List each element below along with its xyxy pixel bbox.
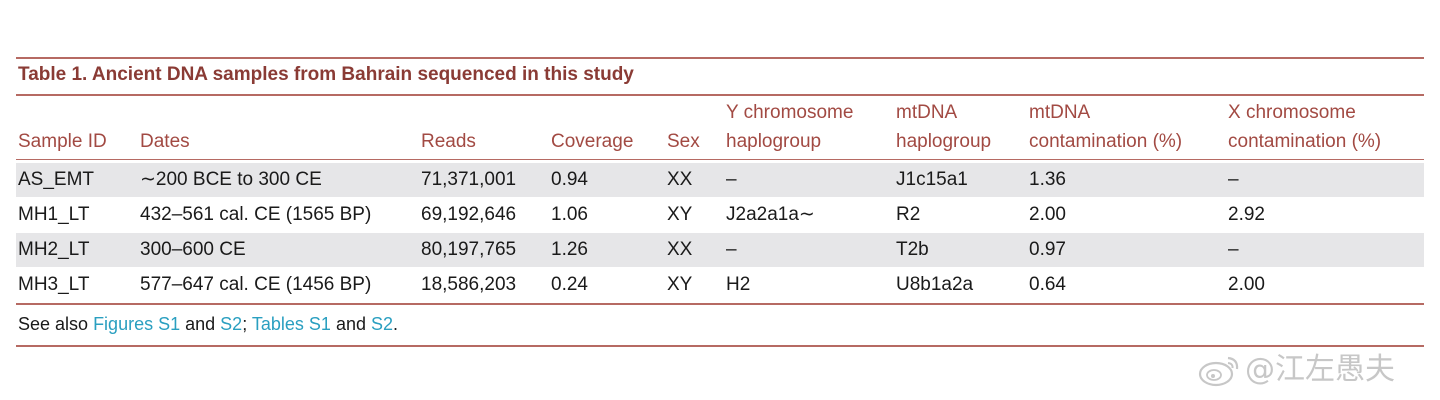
cell-mt-contamination: 1.36 <box>1029 169 1066 190</box>
cell-reads: 71,371,001 <box>421 169 517 190</box>
table-footnote: See also Figures S1 and S2; Tables S1 an… <box>18 312 398 336</box>
footnote-and-1: and <box>180 314 221 334</box>
cell-reads: 18,586,203 <box>421 274 517 295</box>
table-row: AS_EMT ∼200 BCE to 300 CE 71,371,001 0.9… <box>16 163 1424 197</box>
cell-y-haplogroup: – <box>726 239 737 260</box>
cell-sample-id: MH2_LT <box>18 239 90 260</box>
link-figures-s1[interactable]: Figures S1 <box>93 314 181 334</box>
cell-mt-haplogroup: U8b1a2a <box>896 274 974 295</box>
header-x-contamination-line1: X chromosome <box>1228 102 1356 123</box>
header-y-haplogroup-line1: Y chromosome <box>726 102 854 123</box>
cell-mt-contamination: 0.97 <box>1029 239 1066 260</box>
table-top-rule <box>16 57 1424 59</box>
footnote-separator: ; <box>242 314 252 334</box>
cell-sample-id: AS_EMT <box>18 169 95 190</box>
cell-sex: XX <box>667 169 693 190</box>
weibo-logo-icon <box>1198 356 1239 387</box>
cell-mt-haplogroup: R2 <box>896 204 921 225</box>
table-row: MH2_LT 300–600 CE 80,197,765 1.26 XX – T… <box>16 233 1424 267</box>
cell-dates: 300–600 CE <box>140 239 246 260</box>
watermark-text: @江左愚夫 <box>1245 352 1395 387</box>
cell-coverage: 0.24 <box>551 274 588 295</box>
header-mt-contamination-line2: contamination (%) <box>1029 131 1183 152</box>
cell-dates: ∼200 BCE to 300 CE <box>140 169 322 190</box>
footnote-end: . <box>393 314 399 334</box>
header-coverage: Coverage <box>551 131 634 152</box>
table-bottom-rule <box>16 345 1424 347</box>
cell-reads: 69,192,646 <box>421 204 517 225</box>
header-sex: Sex <box>667 131 700 152</box>
cell-mt-contamination: 2.00 <box>1029 204 1066 225</box>
cell-x-contamination: 2.00 <box>1228 274 1265 295</box>
cell-dates: 577–647 cal. CE (1456 BP) <box>140 274 372 295</box>
cell-reads: 80,197,765 <box>421 239 517 260</box>
header-mt-haplogroup-line2: haplogroup <box>896 131 992 152</box>
cell-sex: XY <box>667 204 693 225</box>
cell-sample-id: MH1_LT <box>18 204 90 225</box>
link-figure-s2[interactable]: S2 <box>220 314 243 334</box>
header-mt-contamination-line1: mtDNA <box>1029 102 1091 123</box>
table-title-rule <box>16 94 1424 96</box>
footnote-prefix: See also <box>18 314 94 334</box>
header-sample-id: Sample ID <box>18 131 107 152</box>
cell-coverage: 1.26 <box>551 239 588 260</box>
link-table-s2[interactable]: S2 <box>370 314 394 334</box>
table-header-rule <box>16 159 1424 160</box>
cell-x-contamination: – <box>1228 169 1239 190</box>
cell-y-haplogroup: – <box>726 169 737 190</box>
cell-y-haplogroup: H2 <box>726 274 751 295</box>
header-y-haplogroup-line2: haplogroup <box>726 131 822 152</box>
cell-x-contamination: – <box>1228 239 1239 260</box>
header-x-contamination-line2: contamination (%) <box>1228 131 1382 152</box>
table-row: MH3_LT 577–647 cal. CE (1456 BP) 18,586,… <box>16 268 1424 302</box>
cell-mt-haplogroup: T2b <box>896 239 929 260</box>
cell-mt-contamination: 0.64 <box>1029 274 1066 295</box>
table-body-rule <box>16 303 1424 305</box>
cell-coverage: 1.06 <box>551 204 588 225</box>
cell-y-haplogroup: J2a2a1a∼ <box>726 204 815 225</box>
cell-x-contamination: 2.92 <box>1228 204 1265 225</box>
header-mt-haplogroup-line1: mtDNA <box>896 102 958 123</box>
table-title: Table 1. Ancient DNA samples from Bahrai… <box>18 64 634 85</box>
cell-sex: XX <box>667 239 693 260</box>
cell-coverage: 0.94 <box>551 169 588 190</box>
header-dates: Dates <box>140 131 190 152</box>
footnote-and-2: and <box>330 314 371 334</box>
cell-sex: XY <box>667 274 693 295</box>
link-tables-s1[interactable]: Tables S1 <box>251 314 331 334</box>
cell-dates: 432–561 cal. CE (1565 BP) <box>140 204 372 225</box>
watermark: @江左愚夫 <box>1197 348 1427 392</box>
table-row: MH1_LT 432–561 cal. CE (1565 BP) 69,192,… <box>16 198 1424 232</box>
header-reads: Reads <box>421 131 476 152</box>
cell-mt-haplogroup: J1c15a1 <box>896 169 968 190</box>
cell-sample-id: MH3_LT <box>18 274 90 295</box>
